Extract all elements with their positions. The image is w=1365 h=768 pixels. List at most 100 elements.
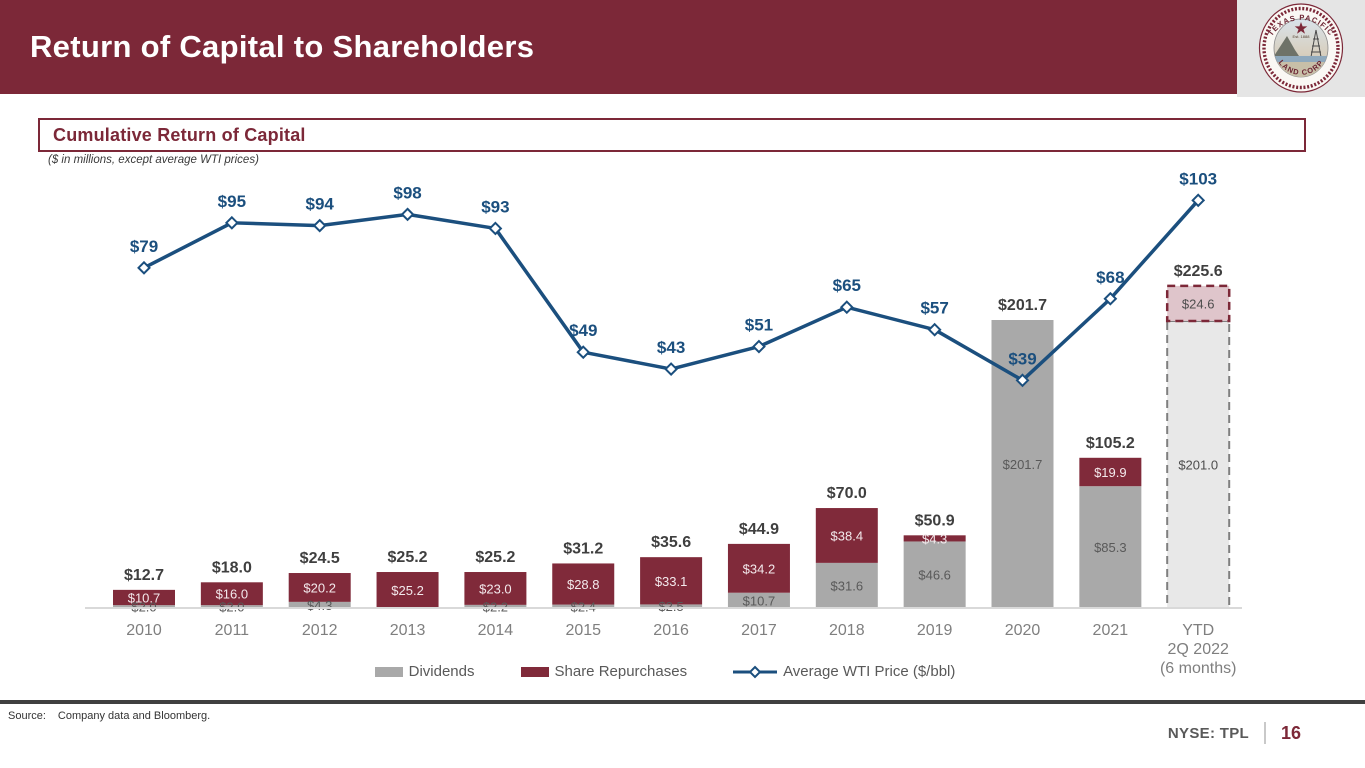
dividends-bar-segment [200,605,263,608]
source-label: Source: [8,710,46,722]
repurchases-bar-segment [640,557,703,605]
dividends-segment-label: $2.4 [571,599,596,614]
dividends-bar-segment [464,604,527,608]
x-axis-label: 2014 [478,622,514,639]
dividends-bar-segment [1079,486,1142,608]
wti-point-label: $49 [569,321,597,340]
legend-item-wti: Average WTI Price ($/bbl) [733,663,955,680]
wti-point-label: $79 [130,237,158,256]
x-axis-label: YTD [1182,622,1214,639]
x-axis-label: 2020 [1005,622,1041,639]
repurchases-bar-segment [464,572,527,605]
wti-marker [1015,373,1030,388]
x-axis-label: 2017 [741,622,777,639]
source-text: Company data and Bloomberg. [57,710,211,722]
x-axis-label: (6 months) [1160,660,1236,677]
x-axis-label: 2016 [653,622,689,639]
section-title-box: Cumulative Return of Capital [38,118,1306,152]
footer-right: NYSE: TPL 16 [1168,722,1301,744]
wti-point-label: $94 [306,195,335,214]
bar-total-label: $44.9 [739,521,779,538]
legend-repurchases-label: Share Repurchases [554,663,688,680]
wti-marker [927,322,942,337]
repurchases-bar-segment [815,508,878,563]
repurchases-segment-label: $34.2 [743,561,776,576]
dividends-segment-label: $201.7 [1003,457,1043,472]
source-note: Source: Company data and Bloomberg. [8,710,210,722]
wti-marker [488,221,503,236]
x-axis-label: 2015 [565,622,601,639]
dividends-bar-segment [815,562,878,608]
repurchases-segment-label: $33.1 [655,574,688,589]
repurchases-bar-segment [1079,457,1142,487]
company-logo: Est. 1888 TEXAS PACIFIC LAND CORP [1237,0,1365,97]
repurchases-bar-segment [727,543,790,593]
wti-line-marker-icon [733,665,778,678]
wti-point-label: $68 [1096,268,1124,287]
footer-rule [0,700,1365,704]
dividends-bar-segment [113,605,175,608]
dividends-segment-label: $2.5 [658,599,683,614]
bar-total-label: $50.9 [915,512,955,529]
chart-legend: Dividends Share Repurchases Average WTI … [0,663,1330,680]
repurchases-bar-segment [376,572,439,608]
wti-marker [400,207,415,222]
wti-marker [576,345,591,360]
bar-total-label: $12.7 [124,567,164,584]
section-title: Cumulative Return of Capital [53,124,306,145]
wti-marker [752,339,766,354]
repurchases-segment-label: $4.3 [922,531,947,546]
header-band [0,0,1237,94]
wti-point-label: $98 [393,183,421,202]
logo-est-text: Est. 1888 [1293,34,1311,39]
legend-dividends-label: Dividends [408,663,475,680]
bar-total-label: $18.0 [212,559,252,576]
dividends-bar-segment [640,604,703,608]
repurchases-bar-segment [552,563,615,605]
bar-total-label: $24.5 [300,550,340,567]
bar-total-label: $35.6 [651,534,691,551]
dividends-bar-segment [288,601,351,608]
page-title: Return of Capital to Shareholders [30,29,535,64]
wti-marker [312,218,327,233]
repurchases-segment-label: $25.2 [391,583,424,598]
wti-marker [664,362,679,376]
dividends-segment-label: $201.0 [1178,457,1218,472]
dividends-swatch-icon [374,666,403,677]
ticker-label: NYSE: TPL [1167,724,1249,742]
dividends-segment-label: $2.2 [483,599,508,614]
repurchases-segment-label: $16.0 [216,587,249,602]
repurchases-bar-segment [1165,284,1231,323]
repurchases-segment-label: $24.6 [1182,296,1215,311]
repurchases-segment-label: $20.2 [303,580,336,595]
bar-total-label: $201.7 [998,297,1047,314]
wti-point-label: $93 [481,197,509,216]
x-axis-label: 2Q 2022 [1168,641,1229,658]
wti-point-label: $95 [218,192,246,211]
legend-item-dividends: Dividends [374,663,475,680]
x-axis-label: 2013 [390,622,426,639]
wti-point-label: $57 [920,299,948,318]
page-number: 16 [1280,722,1301,743]
bar-total-label: $25.2 [388,549,428,566]
repurchases-segment-label: $23.0 [479,581,512,596]
section-subtitle: ($ in millions, except average WTI price… [48,154,259,166]
wti-marker [137,260,151,275]
wti-marker [839,300,854,315]
bar-total-label: $225.6 [1174,263,1223,280]
repurchases-segment-label: $10.7 [128,591,161,606]
legend-item-repurchases: Share Repurchases [520,663,688,680]
bar-total-label: $31.2 [563,540,603,557]
repurchases-bar-segment [288,573,351,602]
repurchases-bar-segment [903,535,966,542]
dividends-segment-label: $85.3 [1094,540,1127,555]
dividends-bar-segment [727,592,790,608]
repurchases-segment-label: $28.8 [567,577,600,592]
wti-marker [1191,193,1206,208]
wti-marker [224,215,239,230]
wti-point-label: $51 [745,316,773,335]
dividends-segment-label: $10.7 [743,593,776,608]
repurchases-segment-label: $19.9 [1094,465,1127,480]
